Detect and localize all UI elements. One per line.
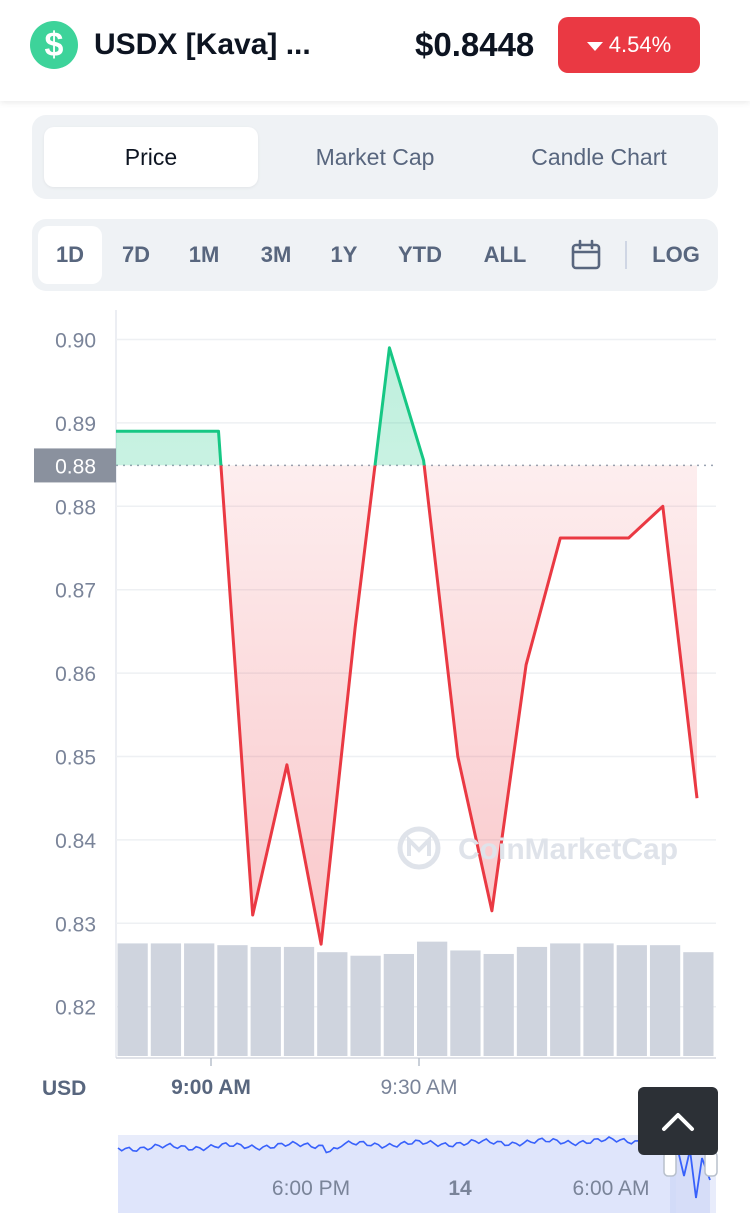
reference-price-label: 0.88 [55,455,96,478]
reference-price-marker: 0.88 [34,448,116,483]
navigator-x-label: 14 [448,1177,472,1200]
coin-header: $ USDX [Kava] ... $0.8448 4.54% [0,0,750,101]
volume-bar [150,943,182,1056]
chart-gridlines [115,310,716,1059]
range-1m[interactable]: 1M [188,242,220,267]
coin-price: $0.8448 [415,26,535,63]
scroll-to-top-button[interactable] [638,1087,718,1155]
calendar-icon[interactable] [570,239,602,271]
volume-bar [350,955,381,1056]
chart-type-tabs: Price Market Cap Candle Chart [32,115,718,199]
volume-bar [450,950,481,1056]
range-7d[interactable]: 7D [121,242,151,267]
y-tick-label: 0.84 [55,830,96,853]
y-tick-label: 0.88 [55,496,96,519]
volume-bar [217,945,248,1056]
below-reference-fill [220,465,697,945]
y-tick-label: 0.90 [55,330,96,353]
y-tick-label: 0.82 [55,997,96,1020]
range-ytd[interactable]: YTD [398,242,442,267]
volume-bar [649,945,681,1056]
navigator-selected-line [675,1141,711,1199]
volume-bar [516,946,548,1056]
coin-symbol: $ [44,25,64,64]
time-range-selector: 1D 7D 1M 3M 1Y YTD ALL LOG [32,219,718,291]
price-change-badge: 4.54% [558,17,700,73]
range-1y[interactable]: 1Y [330,242,358,267]
navigator-line [117,1135,677,1154]
price-change-value: 4.54% [608,32,672,57]
currency-label: USD [42,1077,86,1100]
navigator-handle-right [704,1151,718,1177]
navigator-x-label: 6:00 AM [572,1177,649,1200]
price-line-up [116,346,426,466]
log-scale-toggle[interactable]: LOG [652,242,700,267]
range-1d[interactable]: 1D [38,226,102,284]
volume-bar [417,941,448,1056]
volume-bar [683,952,714,1056]
volume-bars [117,941,714,1056]
chevron-up-icon [662,1113,694,1131]
y-tick-label: 0.87 [55,580,96,603]
reference-price-box [34,448,116,483]
price-line-down [219,465,699,946]
coin-name[interactable]: USDX [Kava] ... [94,28,311,61]
x-axis: USD 9:00 AM 9:30 AM [42,1058,458,1100]
volume-bar [117,943,148,1056]
tab-market-cap[interactable]: Market Cap [315,143,435,170]
caret-down-icon [586,41,603,51]
navigator-x-label: 6:00 PM [272,1177,350,1200]
navigator-handle-left [663,1151,677,1177]
watermark-text: CoinMarketCap [458,833,678,866]
y-tick-label: 0.85 [55,747,96,770]
price-chart[interactable]: CoinMarketCap 0.900.890.880.870.860.850.… [0,300,750,1213]
volume-bar [616,945,647,1056]
y-tick-label: 0.83 [55,913,96,936]
volume-bar [483,953,514,1056]
navigator-fill [118,1136,676,1213]
x-tick-label: 9:00 AM [171,1076,251,1099]
tab-price[interactable]: Price [44,127,258,187]
chart-navigator[interactable]: 6:00 PM 14 6:00 AM [117,1110,718,1213]
price-lines [116,346,699,946]
coinmarketcap-watermark: CoinMarketCap [397,826,678,870]
y-tick-label: 0.86 [55,663,96,686]
x-tick-label: 9:30 AM [380,1076,457,1099]
volume-bar [250,946,281,1056]
tab-candle-chart[interactable]: Candle Chart [531,143,667,170]
volume-bar [317,952,348,1056]
volume-bar [583,943,614,1056]
volume-bar [184,943,215,1056]
y-axis-ticks: 0.90 0.89 0.88 0.87 0.86 0.85 0.84 0.83 0.82 [55,330,96,1020]
range-all[interactable]: ALL [483,242,527,267]
volume-bar [283,946,315,1056]
range-divider [625,241,627,269]
volume-bar [383,953,414,1056]
range-3m[interactable]: 3M [260,242,292,267]
volume-bar [550,943,581,1056]
dollar-sign-icon: $ [30,21,78,69]
y-tick-label: 0.89 [55,413,96,436]
